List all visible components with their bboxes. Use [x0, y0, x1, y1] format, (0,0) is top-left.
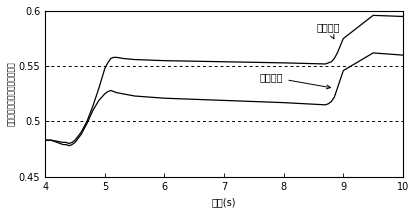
- Y-axis label: 同步发电机输出电压标幺値曲线: 同步发电机输出电压标幺値曲线: [7, 61, 16, 126]
- X-axis label: 时间(s): 时间(s): [212, 197, 236, 207]
- Text: 仿真曲线: 仿真曲线: [260, 72, 331, 89]
- Text: 实测曲线: 实测曲线: [317, 22, 340, 39]
